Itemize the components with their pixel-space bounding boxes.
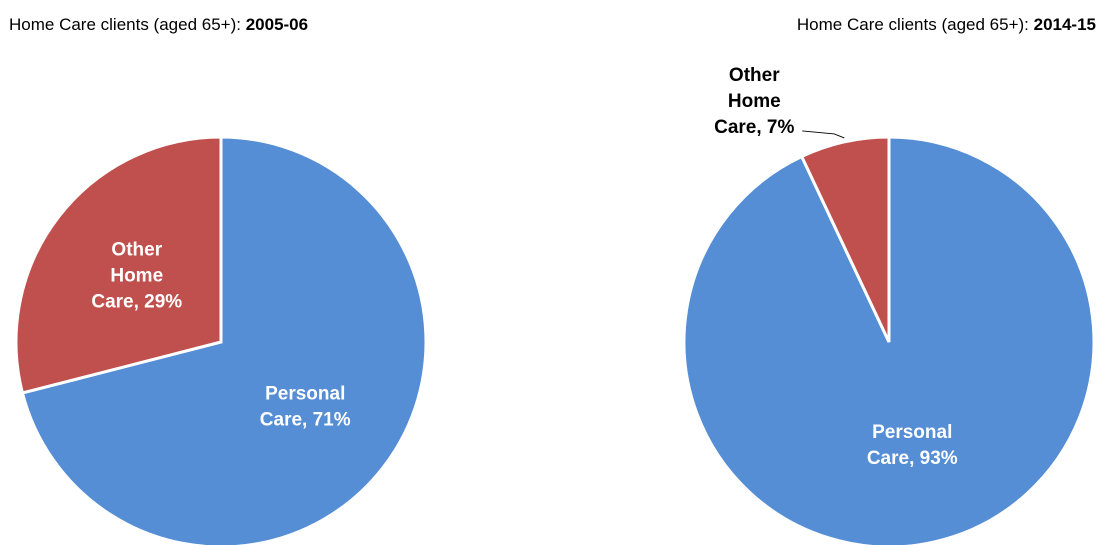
data-label: Other Home Care, 7%: [714, 65, 794, 138]
title-text: Home Care clients (aged 65+):: [9, 15, 246, 34]
pie-slice: [14, 135, 223, 395]
pie-slice: [799, 135, 891, 343]
title-period: 2005-06: [246, 15, 308, 34]
title-period: 2014-15: [1034, 15, 1096, 34]
data-label: Personal Care, 71%: [260, 383, 351, 430]
title-text: Home Care clients (aged 65+):: [797, 15, 1034, 34]
leader-line: [802, 130, 845, 139]
data-label: Personal Care, 93%: [867, 422, 958, 469]
pie-slice: [20, 135, 428, 545]
chart-title: Home Care clients (aged 65+): 2005-06: [9, 15, 308, 34]
chart-title: Home Care clients (aged 65+): 2014-15: [797, 15, 1096, 34]
data-label: Other Home Care, 29%: [91, 240, 182, 313]
